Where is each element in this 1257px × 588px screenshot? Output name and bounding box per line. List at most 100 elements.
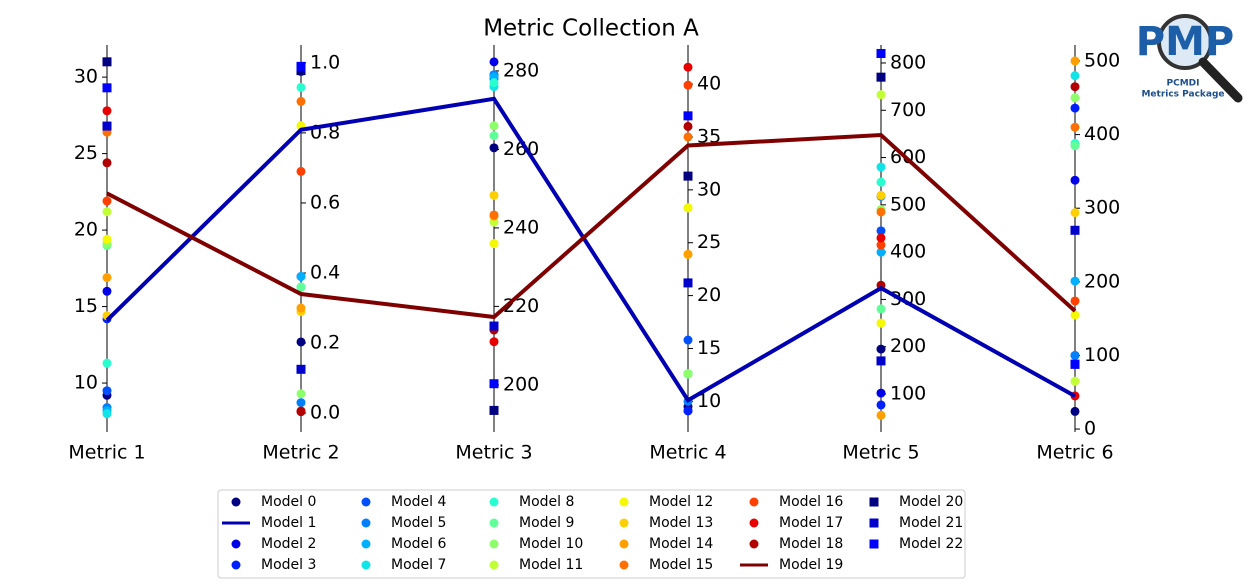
y-tick-label: 300 [890,288,926,310]
y-tick-label: 0 [1084,418,1096,440]
point [876,207,886,217]
logo-line: Metrics Package [1141,90,1224,100]
point [876,304,886,314]
legend-swatch [361,497,371,507]
legend-swatch [749,497,759,507]
point [683,278,693,288]
point [683,121,693,131]
legend-label: Model 17 [779,515,843,531]
point [683,369,693,379]
legend-swatch [489,560,499,570]
point [102,409,112,419]
legend-label: Model 22 [899,536,963,552]
point [876,410,886,420]
point [489,143,499,153]
legend-label: Model 7 [391,557,446,573]
point [683,80,693,90]
legend-label: Model 21 [899,515,963,531]
y-tick-label: 10 [74,372,98,394]
point [683,249,693,259]
point [876,226,886,236]
point [102,273,112,283]
legend-swatch [619,518,629,528]
legend-label: Model 8 [519,494,574,510]
y-tick-label: 20 [697,284,721,306]
legend-label: Model 11 [519,557,583,573]
y-tick-label: 100 [1084,344,1120,366]
y-tick-label: 500 [1084,49,1120,71]
axis-label: Metric 5 [842,442,919,464]
point [683,171,693,181]
axis-label: Metric 3 [455,442,532,464]
logo-line: PCMDI [1167,79,1200,89]
legend-label: Model 18 [779,536,843,552]
point [102,106,112,116]
point [876,400,886,410]
point [876,90,886,100]
legend-swatch [489,497,499,507]
legend-label: Model 14 [649,536,713,552]
point [489,337,499,347]
point [683,111,693,121]
legend-label: Model 12 [649,494,713,510]
y-tick-label: 1.0 [310,51,340,73]
logo-lens [1157,14,1213,70]
legend-label: Model 4 [391,494,446,510]
logo: PMP PCMDI Metrics Package [1136,14,1243,103]
y-tick-label: 280 [503,59,539,81]
y-tick-label: 500 [890,193,926,215]
point [1070,175,1080,185]
legend-box [217,489,966,579]
legend-swatch [361,539,371,549]
logo-title: PMP [1136,19,1234,65]
legend-label: Model 5 [391,515,446,531]
y-tick-label: 25 [74,142,98,164]
y-tick-label: 10 [697,390,721,412]
point [102,286,112,296]
point [876,247,886,257]
point [102,121,112,131]
y-tick-label: 300 [1084,197,1120,219]
legend-swatch [361,518,371,528]
legend-label: Model 10 [519,536,583,552]
axis-label: Metric 6 [1036,442,1113,464]
point [296,398,306,408]
point [489,405,499,415]
legend-swatch [489,539,499,549]
point [489,121,499,131]
point [1070,93,1080,103]
legend-label: Model 6 [391,536,446,552]
y-tick-label: 0.6 [310,191,340,213]
legend-swatch [231,560,241,570]
legend-swatch [869,518,879,528]
chart-title: Metric Collection A [483,16,699,42]
y-tick-label: 0.2 [310,332,340,354]
point [296,96,306,106]
y-tick-label: 800 [890,51,926,73]
point [683,406,693,416]
point [489,57,499,67]
point [1070,208,1080,218]
point [102,207,112,217]
legend-swatch [619,497,629,507]
point [102,358,112,368]
legend-swatch [231,539,241,549]
point [296,271,306,281]
point [876,318,886,328]
point [102,196,112,206]
point [489,239,499,249]
y-tick-label: 15 [697,337,721,359]
point [489,131,499,141]
y-tick-label: 400 [890,241,926,263]
logo-handle [1198,57,1243,103]
legend-label: Model 9 [519,515,574,531]
point [876,344,886,354]
legend-swatch [489,518,499,528]
y-tick-label: 200 [1084,270,1120,292]
y-tick-label: 30 [74,66,98,88]
point [1070,225,1080,235]
point [876,177,886,187]
axis-label: Metric 4 [649,442,726,464]
legend-label: Model 13 [649,515,713,531]
